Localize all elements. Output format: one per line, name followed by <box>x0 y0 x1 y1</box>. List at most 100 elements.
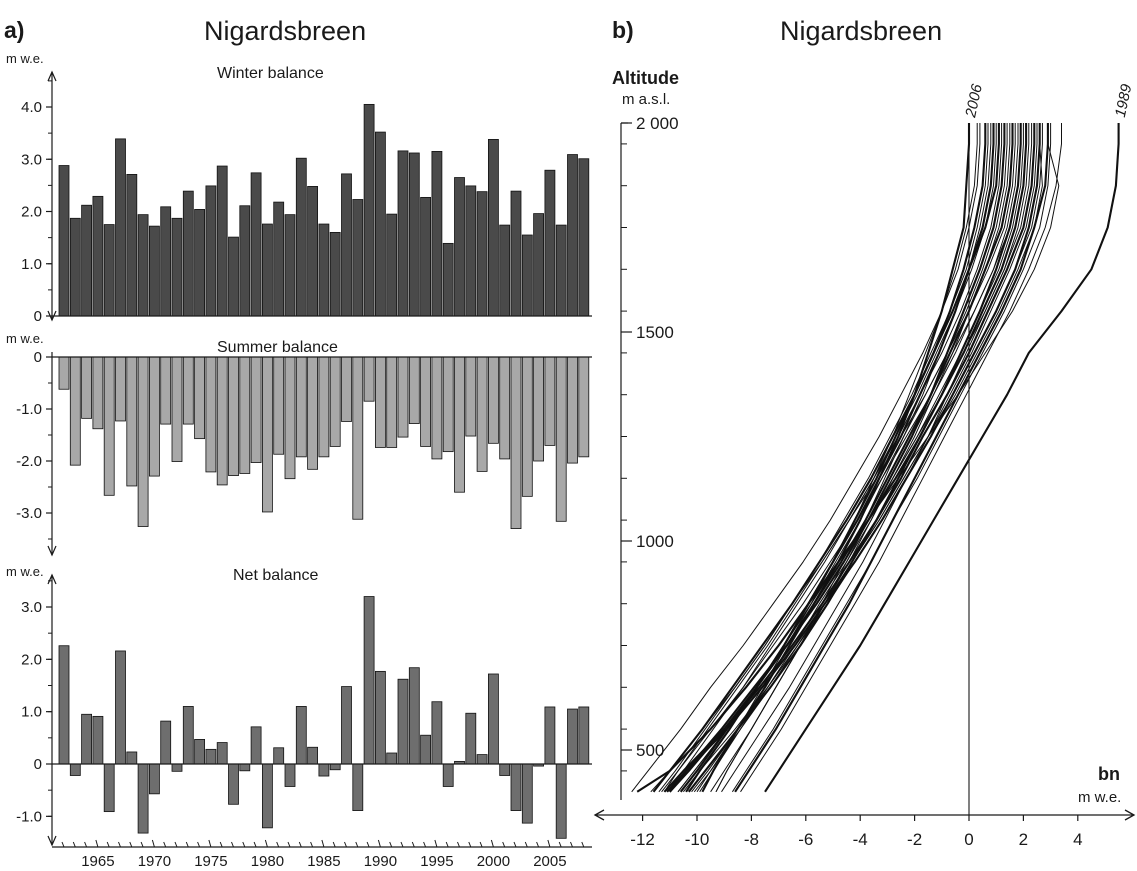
bar-1981 <box>273 356 285 455</box>
axis-arrow-down <box>47 545 57 557</box>
profile-curve-year-8 <box>685 123 987 793</box>
y-tick-label: 1.0 <box>21 256 42 273</box>
bar-1997 <box>454 356 465 493</box>
panel-a-title: Nigardsbreen <box>204 16 366 46</box>
profile-x-tick-label: 2 <box>1019 830 1028 849</box>
bar-2008 <box>578 356 590 458</box>
profile-y-label: Altitude <box>612 68 679 88</box>
bar-1971 <box>160 720 172 765</box>
profile-curve-year-28 <box>677 123 1033 793</box>
bar-2005 <box>544 356 556 446</box>
summer-balance-chart: Summer balance m w.e. 0 -1.0 -2.0 -3.0 <box>6 331 592 557</box>
x-tick <box>513 841 517 848</box>
bar-1963 <box>69 356 81 466</box>
bar-1964 <box>81 356 92 419</box>
x-tick-label: 2000 <box>477 853 510 870</box>
profile-curve-year-20 <box>666 123 997 793</box>
bar-1962 <box>58 165 70 317</box>
profile-curve-year-4 <box>668 123 1006 793</box>
bar-2004 <box>533 356 544 462</box>
bar-1982 <box>284 763 296 787</box>
x-tick-label: 1990 <box>364 853 397 870</box>
profile-curve-year-6 <box>663 123 1036 793</box>
y-tick-label: -3.0 <box>16 505 42 522</box>
winter-title: Winter balance <box>217 65 324 82</box>
bar-1973 <box>182 356 194 425</box>
bar-1996 <box>442 763 454 787</box>
y-tick-label: 3.0 <box>21 151 42 168</box>
bar-1984 <box>307 186 319 317</box>
x-tick <box>332 841 336 848</box>
bar-1971 <box>160 206 172 317</box>
bar-1993 <box>408 356 420 424</box>
profile-x-unit: m w.e. <box>1078 789 1121 806</box>
bar-1975 <box>205 185 217 317</box>
bar-1999 <box>476 191 488 317</box>
y-tick-label: -1.0 <box>16 808 42 825</box>
bar-1966 <box>103 763 115 813</box>
bar-2003 <box>521 763 533 824</box>
x-tick <box>558 841 562 848</box>
panel-b-title: Nigardsbreen <box>780 16 942 46</box>
bar-1969 <box>137 214 149 317</box>
x-tick <box>445 841 449 848</box>
x-tick-label: 1980 <box>251 853 284 870</box>
bar-1967 <box>115 138 126 317</box>
bar-1983 <box>295 706 307 765</box>
x-tick <box>231 841 234 848</box>
bar-2003 <box>521 234 533 317</box>
x-tick <box>72 841 76 848</box>
bar-1993 <box>408 667 420 765</box>
panel-b-label: b) <box>612 17 634 43</box>
winter-balance-chart: Winter balance m w.e. 0 1.0 2.0 3.0 4.0 <box>6 51 592 325</box>
x-tick <box>151 839 155 848</box>
panel-a-label: a) <box>4 17 24 43</box>
bar-2001 <box>499 763 511 776</box>
bar-2006 <box>555 224 567 317</box>
net-y-axis: -1.0 0 1.0 2.0 3.0 <box>16 573 592 847</box>
bar-1992 <box>397 356 409 438</box>
profile-axes: 500 1000 1500 2 000 -12 -10 -8 -6 -4 -2 0 4 2 <box>593 114 1136 849</box>
bar-1985 <box>318 223 330 317</box>
profile-curve-year-31 <box>691 123 1043 793</box>
bar-2007 <box>567 154 578 317</box>
profile-curve-year-12 <box>679 123 995 793</box>
bar-1991 <box>386 356 398 448</box>
bar-2007 <box>567 356 578 464</box>
bar-1980 <box>261 763 273 829</box>
x-tick <box>490 839 494 848</box>
axis-arrow-up <box>47 70 57 82</box>
y-tick-label: -1.0 <box>16 401 42 418</box>
profile-x-tick-label: 0 <box>964 830 973 849</box>
profile-x-label: bn <box>1098 764 1120 784</box>
bar-1989 <box>363 596 375 765</box>
bar-1989 <box>363 103 375 317</box>
profile-curve-year-7 <box>652 123 1000 793</box>
profile-curve-year-19 <box>683 123 1043 793</box>
x-tick-label: 2005 <box>533 853 566 870</box>
x-tick <box>253 841 257 848</box>
x-tick <box>118 841 121 848</box>
bar-2003 <box>521 356 533 497</box>
profile-curve-year-22 <box>731 123 1052 793</box>
x-tick-label: 1985 <box>307 853 340 870</box>
bar-1966 <box>103 356 115 496</box>
x-tick <box>434 839 438 848</box>
x-tick <box>264 839 268 848</box>
bar-1981 <box>273 747 285 765</box>
profile-curve-year-25 <box>663 123 1003 793</box>
bar-1987 <box>341 686 352 765</box>
profile-curve-year-15 <box>721 123 1030 793</box>
x-tick <box>163 841 167 848</box>
bar-1985 <box>318 763 330 777</box>
axis-arrow-down <box>47 835 57 847</box>
bar-1964 <box>81 204 92 317</box>
summer-unit-label: m w.e. <box>6 331 44 346</box>
bar-1979 <box>250 172 262 317</box>
bar-1989 <box>363 356 375 402</box>
bar-2001 <box>499 224 511 317</box>
bar-1992 <box>397 150 409 317</box>
bar-1964 <box>81 713 92 765</box>
bar-1974 <box>194 209 206 317</box>
